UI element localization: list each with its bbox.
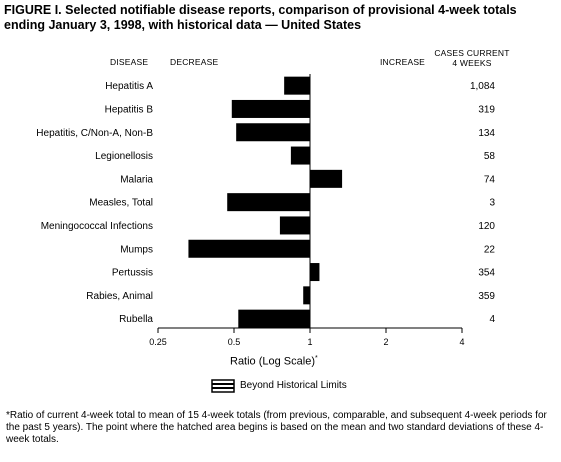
x-tick-label: 1 (307, 337, 312, 347)
legend-label: Beyond Historical Limits (240, 380, 347, 391)
x-axis-title: Ratio (Log Scale)* (230, 355, 318, 368)
category-label: Malaria (120, 174, 153, 185)
cases-value: 3 (489, 198, 495, 209)
category-label: Hepatitis A (105, 81, 153, 92)
cases-value: 319 (478, 104, 495, 115)
bar (236, 123, 310, 142)
bar (303, 286, 310, 305)
bar (188, 239, 310, 258)
column-header-increase: INCREASE (380, 57, 426, 67)
column-header-cases-line-2: 4 WEEKS (452, 58, 492, 68)
category-label: Rubella (119, 314, 153, 325)
bar (290, 146, 310, 165)
bar (284, 76, 310, 95)
x-tick-label: 4 (459, 337, 464, 347)
x-tick-label: 2 (383, 337, 388, 347)
category-label: Measles, Total (89, 198, 153, 209)
cases-value: 354 (478, 268, 495, 279)
x-tick-label: 0.25 (149, 337, 167, 347)
footnote: *Ratio of current 4-week total to mean o… (6, 410, 547, 445)
x-axis-title-footnote-mark: * (315, 355, 318, 362)
column-header-disease: DISEASE (110, 57, 149, 67)
category-label: Hepatitis, C/Non-A, Non-B (36, 128, 153, 139)
column-header-cases-line-1: CASES CURRENT (434, 48, 510, 58)
figure-title: FIGURE I. Selected notifiable disease re… (4, 3, 557, 33)
category-label: Mumps (120, 244, 153, 255)
legend-symbol (211, 379, 235, 393)
cases-value: 74 (484, 174, 496, 185)
x-axis-title-text: Ratio (Log Scale) (230, 355, 315, 368)
bar (227, 193, 310, 212)
bar (310, 169, 343, 188)
cases-value: 134 (478, 128, 495, 139)
cases-value: 359 (478, 291, 495, 302)
bar (310, 263, 320, 282)
figure-title-line-2: ending January 3, 1998, with historical … (4, 18, 362, 32)
category-label: Hepatitis B (105, 104, 154, 115)
bar (231, 99, 310, 118)
cases-value: 58 (484, 151, 496, 162)
cases-value: 120 (478, 221, 495, 232)
column-header-decrease: DECREASE (170, 57, 219, 67)
column-header-cases: CASES CURRENT 4 WEEKS (432, 48, 512, 68)
category-label: Rabies, Animal (86, 291, 153, 302)
category-label: Legionellosis (95, 151, 153, 162)
figure-title-line-1: FIGURE I. Selected notifiable disease re… (4, 3, 517, 17)
cases-value: 22 (484, 244, 496, 255)
bar (238, 309, 310, 328)
category-label: Pertussis (112, 268, 153, 279)
category-label: Meningococcal Infections (41, 221, 153, 232)
bar (279, 216, 310, 235)
cases-value: 1,084 (470, 81, 495, 92)
x-tick-label: 0.5 (228, 337, 241, 347)
cases-value: 4 (489, 314, 495, 325)
